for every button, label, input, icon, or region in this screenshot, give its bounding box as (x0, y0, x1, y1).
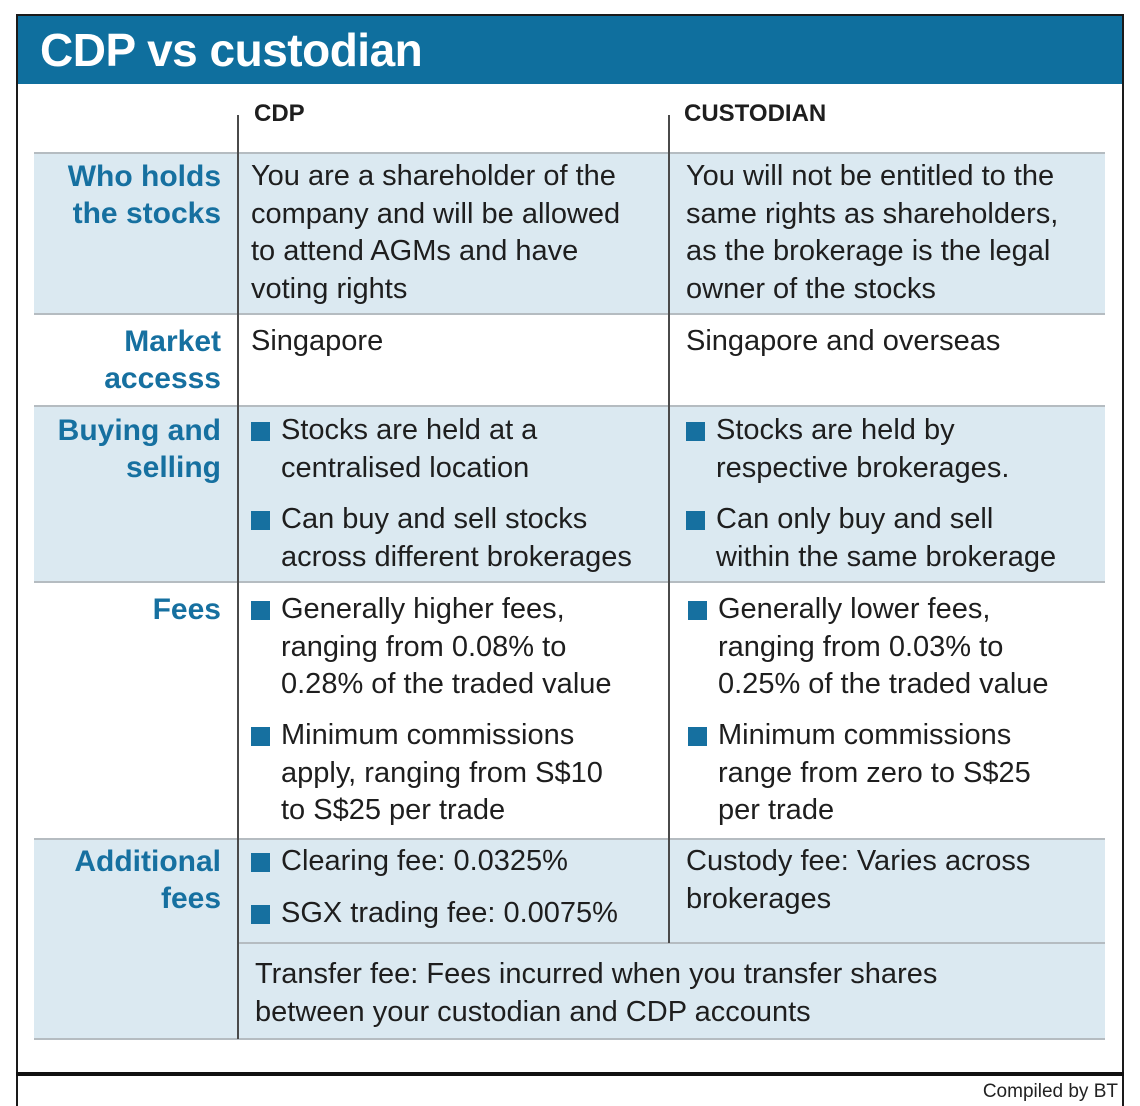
additional-custodian-text: Custody fee: Varies across brokerages (686, 845, 1031, 915)
footer-rule (16, 1072, 1124, 1076)
market-access-cdp-text: Singapore (251, 325, 384, 357)
infographic-frame: CDP vs custodian (16, 14, 1124, 1106)
row-label-buying-selling: Buying and selling (57, 414, 221, 484)
bullet-square-icon (251, 853, 270, 872)
additional-cdp-bullet: SGX trading fee: 0.0075% (251, 895, 618, 933)
column-header-custodian: CUSTODIAN (684, 100, 827, 127)
row-label-who-holds: Who holds the stocks (67, 160, 221, 230)
buying-cdp-bullet: Stocks are held at a centralised locatio… (251, 412, 537, 487)
market-access-custodian-text: Singapore and overseas (686, 325, 1001, 357)
row-divider (238, 942, 1105, 944)
bullet-square-icon (251, 601, 270, 620)
fees-cdp-bullet: Minimum commissions apply, ranging from … (251, 717, 603, 830)
column-divider (668, 115, 670, 943)
source-credit: Compiled by BT (982, 1081, 1118, 1102)
row-label-market-access: Market accesss (104, 325, 221, 395)
fees-cdp-bullet: Generally higher fees, ranging from 0.08… (251, 591, 612, 704)
bullet-square-icon (686, 511, 705, 530)
bullet-square-icon (688, 727, 707, 746)
transfer-fee-text: Transfer fee: Fees incurred when you tra… (255, 958, 938, 1028)
row-label-additional-fees: Additional fees (74, 845, 221, 915)
bullet-square-icon (251, 511, 270, 530)
column-header-cdp: CDP (254, 100, 305, 127)
who-holds-cdp-text: You are a shareholder of the company and… (251, 160, 621, 305)
row-divider (34, 405, 1105, 407)
fees-custodian-bullet: Minimum commissions range from zero to S… (688, 717, 1031, 830)
row-band-additional-fees (34, 839, 1105, 1039)
buying-custodian-bullet: Stocks are held by respective brokerages… (686, 412, 1009, 487)
buying-cdp-bullet: Can buy and sell stocks across different… (251, 501, 632, 576)
row-divider (34, 1038, 1105, 1040)
bullet-square-icon (686, 422, 705, 441)
row-band-who-holds (34, 154, 1105, 314)
row-divider (34, 581, 1105, 583)
bullet-square-icon (251, 905, 270, 924)
column-divider (237, 115, 239, 1039)
title-bar: CDP vs custodian (18, 16, 1122, 84)
additional-cdp-bullet: Clearing fee: 0.0325% (251, 843, 568, 881)
row-label-fees: Fees (152, 593, 221, 626)
row-divider (34, 152, 1105, 154)
bullet-square-icon (688, 601, 707, 620)
who-holds-custodian-text: You will not be entitled to the same rig… (686, 160, 1059, 305)
row-divider (34, 838, 1105, 840)
buying-custodian-bullet: Can only buy and sell within the same br… (686, 501, 1056, 576)
bullet-square-icon (251, 727, 270, 746)
row-band-buying-selling (34, 406, 1105, 582)
fees-custodian-bullet: Generally lower fees, ranging from 0.03%… (688, 591, 1049, 704)
bullet-square-icon (251, 422, 270, 441)
row-divider (34, 313, 1105, 315)
page-title: CDP vs custodian (40, 24, 423, 76)
